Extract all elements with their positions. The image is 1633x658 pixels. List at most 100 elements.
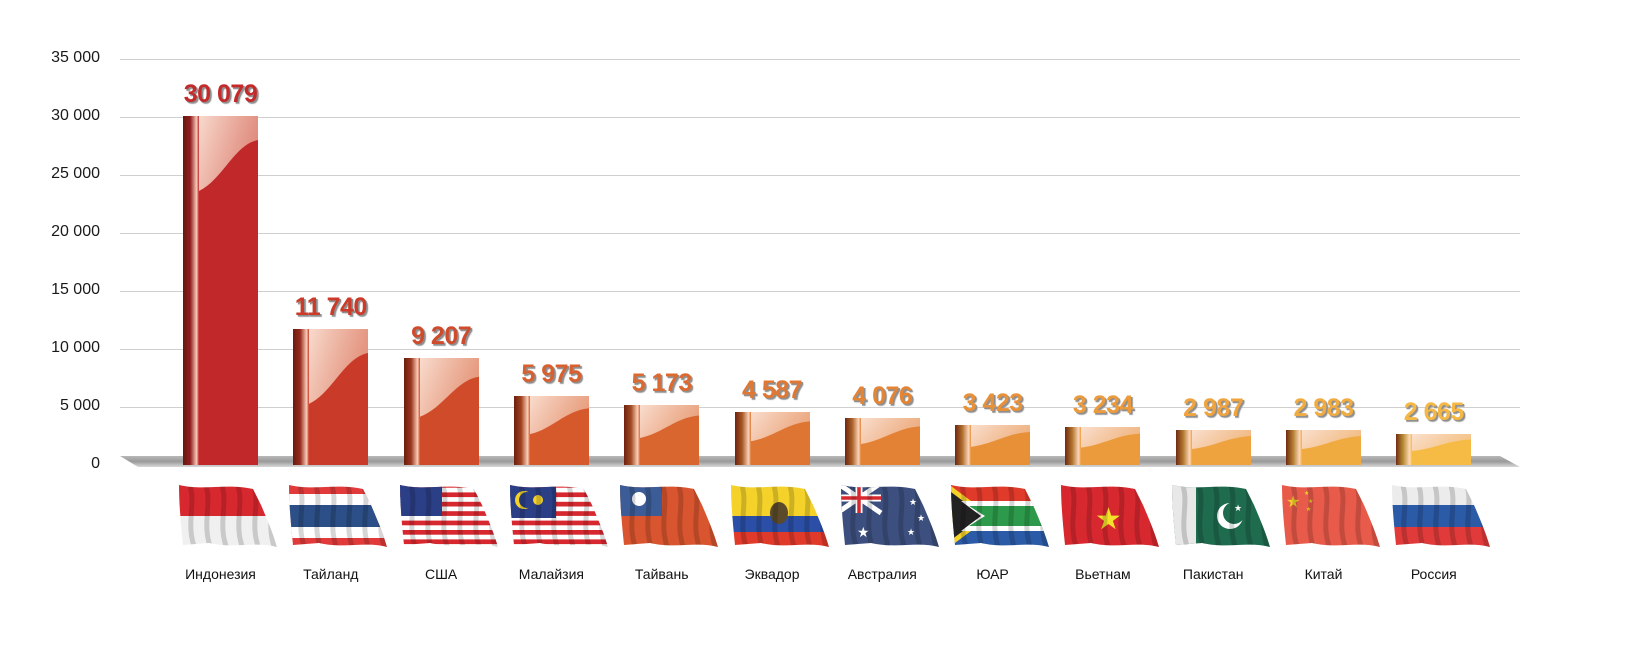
bar-shine — [860, 417, 920, 444]
bar-front — [529, 395, 589, 465]
gridline — [120, 349, 1520, 350]
bar-side — [1065, 427, 1082, 465]
bar-front — [1302, 430, 1361, 465]
value-label: 2 987 — [1183, 394, 1244, 423]
bar-front — [640, 404, 700, 465]
category-label: Китай — [1304, 566, 1343, 582]
value-label: 9 207 — [411, 322, 472, 351]
value-label: 4 076 — [852, 381, 913, 410]
bar-front — [1191, 430, 1251, 465]
gridline — [120, 59, 1520, 60]
bar — [513, 395, 589, 465]
bar — [183, 116, 258, 465]
category-label: ЮАР — [976, 566, 1009, 582]
bar-side — [1175, 430, 1192, 465]
taiwan-flag-icon — [620, 485, 719, 547]
value-label: 3 234 — [1072, 391, 1134, 420]
bar-side — [955, 425, 972, 465]
category-label: Индонезия — [185, 566, 256, 582]
svg-text:★: ★ — [1286, 494, 1300, 511]
value-label: 5 975 — [521, 359, 582, 388]
bar-shine — [1081, 427, 1141, 449]
gridline — [120, 175, 1520, 176]
bar-front — [971, 425, 1031, 465]
bar-shine — [1302, 430, 1361, 450]
svg-text:★: ★ — [1308, 498, 1313, 505]
bar-shine — [309, 328, 369, 404]
gridline — [120, 233, 1520, 234]
vietnam-flag-icon: ★ — [1061, 485, 1160, 547]
svg-text:★: ★ — [1095, 503, 1122, 536]
value-label: 4 587 — [741, 375, 803, 404]
y-tick-label: 25 000 — [51, 165, 100, 182]
bar-front — [419, 358, 479, 465]
svg-text:★: ★ — [1304, 490, 1309, 497]
svg-text:★: ★ — [1234, 503, 1242, 513]
pakistan-flag-icon: ★ — [1171, 485, 1270, 547]
category-label: Россия — [1410, 566, 1457, 582]
category-label: Пакистан — [1182, 566, 1244, 582]
usa-flag-icon — [399, 485, 498, 547]
y-tick-label: 15 000 — [51, 281, 100, 298]
malaysia-flag-icon — [509, 485, 608, 547]
bar-shine — [1191, 430, 1251, 450]
bar — [624, 404, 700, 465]
category-label: Вьетнам — [1075, 566, 1131, 582]
y-tick-label: 20 000 — [51, 223, 100, 240]
bar — [1065, 427, 1141, 465]
bar-shine — [1412, 434, 1472, 452]
value-label: 5 173 — [631, 368, 693, 397]
category-label: Тайвань — [634, 566, 689, 582]
bar-side — [734, 411, 751, 465]
china-flag-icon: ★ ★★★ — [1282, 485, 1380, 547]
svg-text:★: ★ — [857, 524, 870, 540]
svg-text:★: ★ — [917, 513, 925, 523]
bar-shine — [199, 116, 258, 192]
russia-flag-icon — [1392, 485, 1491, 547]
south-africa-flag-icon — [951, 485, 1050, 547]
bar-side — [1396, 434, 1413, 465]
bar-front — [309, 328, 369, 465]
bar — [955, 425, 1031, 465]
value-label: 11 740 — [294, 292, 368, 321]
svg-text:★: ★ — [907, 527, 915, 537]
bar-shine — [419, 358, 479, 417]
bar-side — [513, 395, 530, 465]
y-tick-label: 5 000 — [59, 397, 100, 414]
bar-side — [624, 404, 641, 465]
bar — [403, 358, 479, 465]
gridline — [120, 291, 1520, 292]
bar-front — [860, 417, 920, 465]
bar-shine — [971, 425, 1031, 448]
bar-side — [1286, 430, 1302, 465]
bar — [1396, 434, 1472, 465]
bar-side — [183, 116, 199, 465]
value-label: 3 423 — [962, 389, 1024, 418]
bar-front — [750, 411, 810, 465]
bar-front — [1412, 434, 1472, 465]
gridline — [120, 117, 1520, 118]
category-label: Австралия — [847, 566, 917, 582]
bar-side — [844, 417, 861, 465]
bar-shine — [529, 395, 589, 434]
svg-text:★: ★ — [1306, 506, 1311, 513]
svg-text:★: ★ — [909, 497, 917, 507]
category-label: США — [424, 566, 458, 582]
category-label: Эквадор — [744, 566, 800, 582]
y-tick-label: 10 000 — [51, 339, 100, 356]
category-label: Тайланд — [303, 566, 359, 582]
bar-front — [199, 116, 258, 465]
bar-shine — [640, 404, 700, 438]
bar-shine — [750, 411, 810, 442]
value-label: 2 665 — [1403, 398, 1465, 427]
y-tick-label: 35 000 — [51, 49, 100, 66]
gridline — [120, 407, 1520, 408]
thailand-flag-icon — [289, 485, 388, 547]
bar — [734, 411, 810, 465]
bar-front — [1081, 427, 1141, 465]
y-tick-label: 30 000 — [51, 107, 100, 124]
bar — [844, 417, 920, 465]
australia-flag-icon: ★★★★ — [840, 485, 939, 547]
y-tick-label: 0 — [91, 455, 100, 472]
